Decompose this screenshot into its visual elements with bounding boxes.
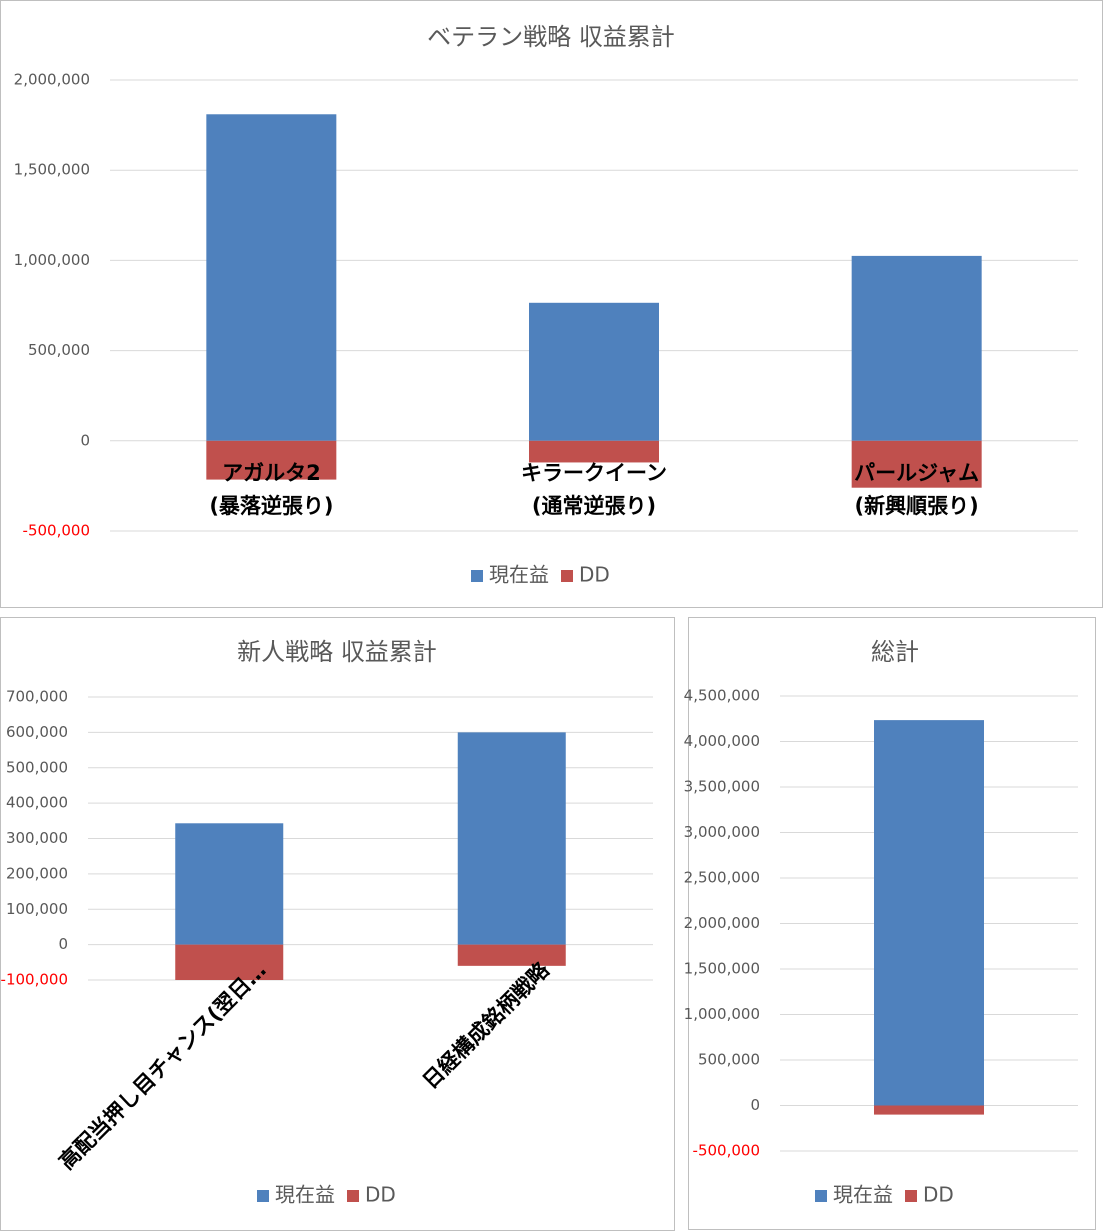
legend-label: 現在益 xyxy=(833,1183,893,1207)
y-tick-label: 1,500,000 xyxy=(684,960,760,978)
y-tick-label: 2,000,000 xyxy=(684,914,760,932)
y-tick-label: 3,000,000 xyxy=(684,823,760,841)
y-tick-label: 4,000,000 xyxy=(684,732,760,750)
legend-swatch xyxy=(905,1190,917,1202)
y-tick-label: 2,000,000 xyxy=(14,71,90,89)
y-tick-label: 700,000 xyxy=(6,688,68,706)
y-tick-label: 100,000 xyxy=(6,900,68,918)
bar xyxy=(206,440,337,480)
legend-label: DD xyxy=(923,1183,954,1207)
bar xyxy=(457,944,566,966)
y-tick-label: 3,500,000 xyxy=(684,778,760,796)
y-tick-label: 4,500,000 xyxy=(684,687,760,705)
y-tick-label: 300,000 xyxy=(6,829,68,847)
bar xyxy=(529,302,659,441)
bar xyxy=(175,944,284,980)
bar xyxy=(874,720,984,1106)
x-tick-label: キラークイーン (通常逆張り) xyxy=(521,461,667,518)
chart-title: ベテラン戦略 収益累計 xyxy=(427,23,675,51)
y-tick-label: 0 xyxy=(58,935,68,953)
chart-title: 総計 xyxy=(871,638,919,666)
legend-swatch xyxy=(815,1190,827,1202)
y-tick-label: 500,000 xyxy=(28,341,90,359)
bar xyxy=(874,1105,984,1115)
bar xyxy=(206,114,337,441)
legend-swatch xyxy=(561,570,573,582)
y-tick-label: 200,000 xyxy=(6,864,68,882)
y-tick-label: 600,000 xyxy=(6,723,68,741)
legend-swatch xyxy=(471,570,483,582)
legend-label: 現在益 xyxy=(275,1183,335,1207)
bar xyxy=(457,732,566,945)
y-tick-label: 1,000,000 xyxy=(684,1005,760,1023)
bar xyxy=(529,440,659,463)
y-tick-label: 0 xyxy=(80,431,90,449)
y-tick-label: -500,000 xyxy=(693,1142,760,1160)
y-tick-label: 500,000 xyxy=(698,1051,760,1069)
y-tick-label: -500,000 xyxy=(23,522,90,540)
y-tick-label: -100,000 xyxy=(1,971,68,989)
legend-label: DD xyxy=(579,563,610,587)
bar xyxy=(851,440,982,488)
y-tick-label: 400,000 xyxy=(6,794,68,812)
y-tick-label: 0 xyxy=(750,1096,760,1114)
legend-swatch xyxy=(347,1190,359,1202)
y-tick-label: 1,500,000 xyxy=(14,161,90,179)
bar xyxy=(175,823,284,945)
y-tick-label: 500,000 xyxy=(6,758,68,776)
chart-title: 新人戦略 収益累計 xyxy=(237,638,437,666)
x-tick-label: パールジャム (新興順張り) xyxy=(854,461,980,518)
legend-label: 現在益 xyxy=(489,563,549,587)
legend-label: DD xyxy=(365,1183,396,1207)
y-tick-label: 2,500,000 xyxy=(684,869,760,887)
x-tick-label: アガルタ2 (暴落逆張り) xyxy=(209,461,334,518)
y-tick-label: 1,000,000 xyxy=(14,251,90,269)
bar xyxy=(851,255,982,441)
legend-swatch xyxy=(257,1190,269,1202)
